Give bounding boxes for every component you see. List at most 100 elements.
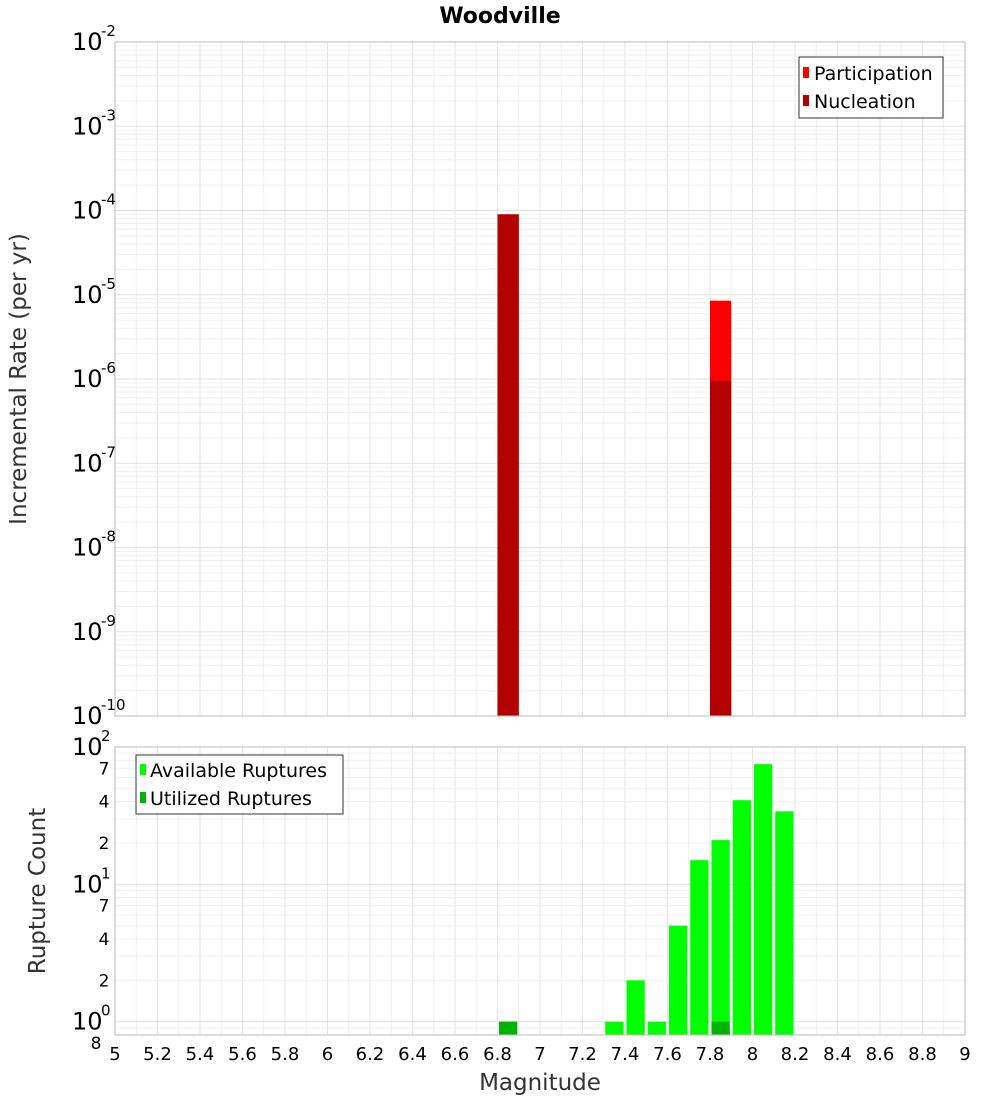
top-y-tick: 10-9 bbox=[72, 612, 116, 646]
x-tick-label: 8.2 bbox=[781, 1044, 810, 1065]
bar-available-ruptures bbox=[647, 1021, 666, 1035]
top-y-tick-exponent: -9 bbox=[101, 612, 116, 630]
top-y-tick: 10-7 bbox=[72, 443, 116, 477]
top-y-tick: 10-8 bbox=[72, 528, 116, 562]
bottom-y-minor-tick: 7 bbox=[99, 897, 110, 917]
x-tick-label: 6.2 bbox=[356, 1044, 385, 1065]
top-bars bbox=[497, 214, 732, 716]
x-tick-label: 8.8 bbox=[908, 1044, 937, 1065]
top-y-tick-exponent: -6 bbox=[101, 359, 116, 377]
bottom-y-tick-base: 10 bbox=[72, 870, 103, 898]
bottom-y-minor-tick: 4 bbox=[99, 793, 110, 813]
bottom-y-minor-tick: 7 bbox=[99, 759, 110, 779]
bar-available-ruptures bbox=[605, 1021, 624, 1035]
top-y-tick-exponent: -2 bbox=[101, 22, 116, 40]
bottom-y-axis-label: Rupture Count bbox=[25, 808, 51, 974]
x-tick-label: 8.6 bbox=[866, 1044, 895, 1065]
bar-available-ruptures bbox=[669, 925, 688, 1035]
top-y-tick-exponent: -4 bbox=[101, 191, 116, 209]
x-tick-label: 6.4 bbox=[398, 1044, 427, 1065]
bottom-y-tick-exponent: 0 bbox=[101, 1002, 111, 1020]
legend-label-participation: Participation bbox=[814, 63, 933, 85]
bar-available-ruptures bbox=[754, 764, 773, 1035]
top-y-tick: 10-4 bbox=[72, 191, 116, 225]
bar-utilized-ruptures bbox=[711, 1021, 730, 1035]
legend-label-utilized: Utilized Ruptures bbox=[150, 788, 312, 810]
legend-swatch-utilized bbox=[140, 792, 146, 803]
top-y-axis-label: Incremental Rate (per yr) bbox=[6, 233, 32, 525]
bottom-plot-frame bbox=[114, 746, 966, 1036]
top-y-tick: 10-5 bbox=[72, 275, 116, 309]
bottom-y-tick-exponent: 2 bbox=[101, 727, 111, 745]
bottom-legend-box bbox=[135, 754, 344, 815]
top-y-tick-exponent: -10 bbox=[101, 696, 126, 714]
top-y-tick-base: 10 bbox=[72, 197, 103, 225]
bottom-bars bbox=[499, 764, 794, 1035]
bottom-legend: Available Ruptures Utilized Ruptures bbox=[135, 754, 344, 815]
legend-swatch-participation bbox=[803, 67, 809, 78]
top-y-tick-base: 10 bbox=[72, 112, 103, 140]
top-y-tick-exponent: -8 bbox=[101, 528, 116, 546]
x-tick-label: 5.4 bbox=[186, 1044, 215, 1065]
bottom-y-major-tick: 102 bbox=[72, 727, 111, 761]
legend-label-available: Available Ruptures bbox=[150, 760, 327, 782]
top-plot-frame bbox=[114, 41, 966, 717]
x-tick-label: 5.8 bbox=[271, 1044, 300, 1065]
bottom-y-minor-tick: 4 bbox=[99, 930, 110, 950]
bottom-y-minor-tick: 2 bbox=[99, 971, 110, 991]
legend-swatch-available bbox=[140, 764, 146, 775]
bar-nucleation bbox=[497, 214, 519, 716]
x-tick-label: 6 bbox=[322, 1044, 333, 1065]
x-axis-label: Magnitude bbox=[479, 1070, 601, 1096]
x-tick-label: 9 bbox=[959, 1044, 970, 1065]
bar-available-ruptures bbox=[711, 840, 730, 1035]
top-legend: Participation Nucleation bbox=[798, 56, 944, 119]
top-grid bbox=[114, 42, 966, 717]
bottom-y-minor-tick: 8 bbox=[91, 1034, 102, 1054]
top-y-tick-base: 10 bbox=[72, 365, 103, 393]
bottom-y-tick-base: 10 bbox=[72, 1008, 103, 1036]
top-y-tick: 10-2 bbox=[72, 22, 116, 56]
bottom-y-major-tick: 100 bbox=[72, 1002, 111, 1036]
legend-swatch-nucleation bbox=[803, 95, 809, 106]
bar-available-ruptures bbox=[732, 800, 751, 1035]
top-y-tick: 10-3 bbox=[72, 106, 116, 140]
x-tick-label: 7.8 bbox=[696, 1044, 725, 1065]
x-tick-label: 7.6 bbox=[653, 1044, 682, 1065]
top-y-tick-base: 10 bbox=[72, 618, 103, 646]
bar-available-ruptures bbox=[690, 860, 709, 1035]
bottom-y-major-tick: 101 bbox=[72, 864, 111, 898]
x-tick-label: 5.2 bbox=[143, 1044, 172, 1065]
top-y-tick-base: 10 bbox=[72, 28, 103, 56]
top-y-tick-exponent: -3 bbox=[101, 106, 116, 124]
x-tick-label: 6.6 bbox=[441, 1044, 470, 1065]
x-tick-label: 5 bbox=[109, 1044, 120, 1065]
bottom-y-tick-exponent: 1 bbox=[101, 864, 111, 882]
x-tick-label: 6.8 bbox=[483, 1044, 512, 1065]
top-y-tick: 10-6 bbox=[72, 359, 116, 393]
top-y-tick-base: 10 bbox=[72, 281, 103, 309]
bottom-y-minor-tick: 2 bbox=[99, 834, 110, 854]
x-tick-label: 7 bbox=[534, 1044, 545, 1065]
top-legend-box bbox=[798, 56, 944, 119]
top-y-tick-base: 10 bbox=[72, 702, 103, 730]
bar-available-ruptures bbox=[626, 980, 645, 1035]
bottom-y-tick-base: 10 bbox=[72, 733, 103, 761]
top-y-tick-base: 10 bbox=[72, 449, 103, 477]
top-y-tick-base: 10 bbox=[72, 534, 103, 562]
x-tick-label: 7.2 bbox=[568, 1044, 597, 1065]
bar-available-ruptures bbox=[775, 811, 794, 1035]
bar-utilized-ruptures bbox=[499, 1021, 518, 1035]
bar-nucleation bbox=[710, 380, 732, 716]
top-y-tick-exponent: -7 bbox=[101, 443, 116, 461]
x-tick-labels: 5 5.2 5.4 5.6 5.8 6 6.2 6.4 6.6 6.8 7 7.2 7.4 7.6 7.8 8… bbox=[109, 1044, 970, 1065]
x-tick-label: 7.4 bbox=[611, 1044, 640, 1065]
x-tick-label: 8.4 bbox=[823, 1044, 852, 1065]
chart-title: Woodville bbox=[439, 4, 560, 29]
legend-label-nucleation: Nucleation bbox=[814, 91, 916, 113]
top-y-tick: 10-10 bbox=[72, 696, 126, 730]
top-y-tick-exponent: -5 bbox=[101, 275, 116, 293]
